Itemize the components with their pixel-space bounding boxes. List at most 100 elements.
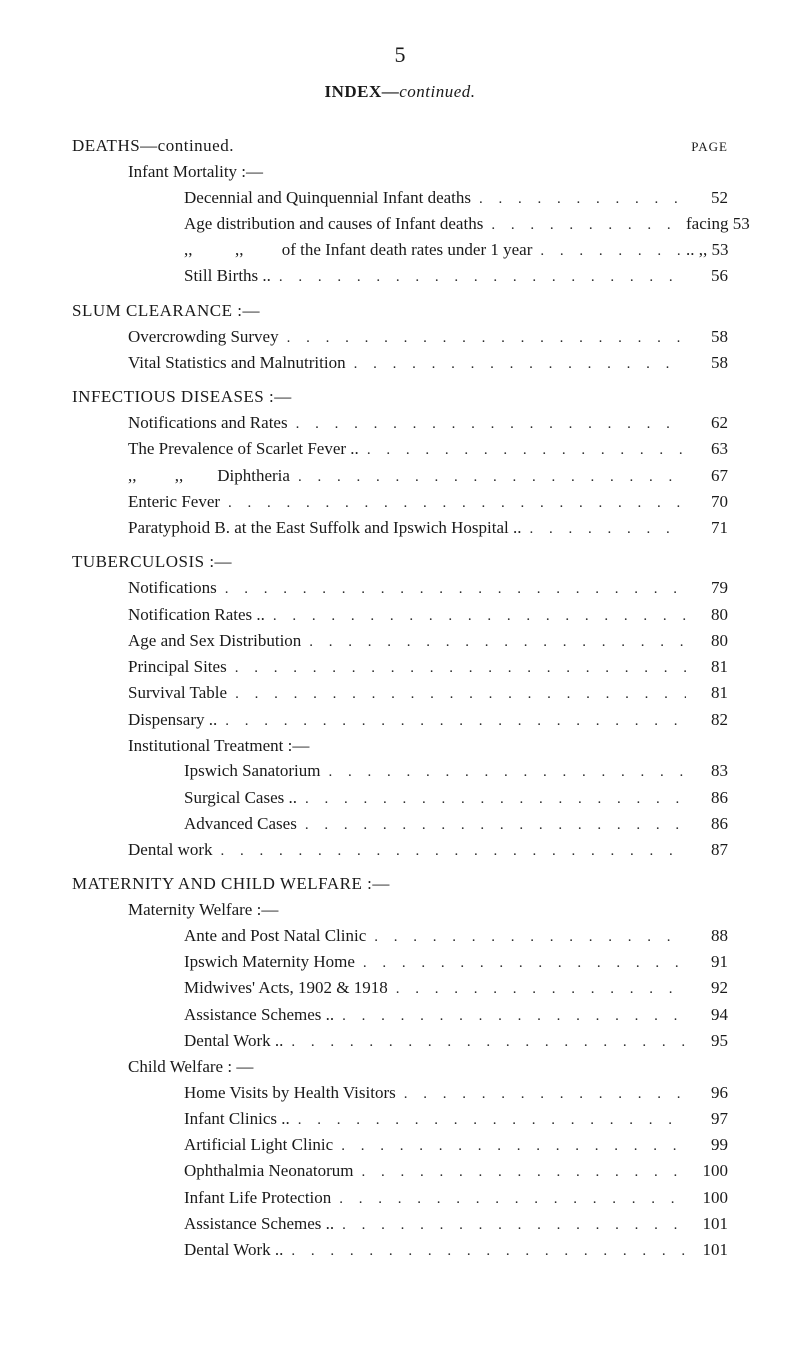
index-entry: Notifications and Rates. . . . . . . . .… <box>72 413 728 433</box>
leader-dots: . . . . . . . . . . . . . . . . . . . . … <box>283 1243 686 1260</box>
entry-page: 101 <box>686 1240 728 1260</box>
entry-label: The Prevalence of Scarlet Fever .. <box>128 439 359 459</box>
entry-page: 95 <box>686 1031 728 1051</box>
entry-label: Infant Life Protection <box>184 1188 331 1208</box>
entry-page: 63 <box>686 439 728 459</box>
index-entry: Age distribution and causes of Infant de… <box>72 214 728 234</box>
leader-dots: . . . . . . . . . . . . . . . . . . . . … <box>301 634 686 651</box>
entry-label: Still Births .. <box>184 266 271 286</box>
entry-label: Artificial Light Clinic <box>184 1135 333 1155</box>
entry-label: Decennial and Quinquennial Infant deaths <box>184 188 471 208</box>
entry-page: 86 <box>686 814 728 834</box>
entry-label: Ophthalmia Neonatorum <box>184 1161 354 1181</box>
index-entry: Assistance Schemes ... . . . . . . . . .… <box>72 1005 728 1025</box>
index-title-cont: continued. <box>399 82 475 101</box>
leader-dots: . . . . . . . . . . . . . . . . . . . . … <box>521 521 686 538</box>
list-slum: Overcrowding Survey. . . . . . . . . . .… <box>72 327 728 374</box>
leader-dots: . . . . . . . . . . . . . . . . . . . . … <box>331 1191 686 1208</box>
index-entry: Home Visits by Health Visitors. . . . . … <box>72 1083 728 1103</box>
leader-dots: . . . . . . . . . . . . . . . . . . . . … <box>279 330 686 347</box>
index-entry: Notification Rates ... . . . . . . . . .… <box>72 605 728 625</box>
entry-label: Age and Sex Distribution <box>128 631 301 651</box>
leader-dots: . . . . . . . . . . . . . . . . . . . . … <box>288 416 686 433</box>
entry-label: Dental work <box>128 840 213 860</box>
entry-label: Dispensary .. <box>128 710 217 730</box>
index-entry: Infant Life Protection. . . . . . . . . … <box>72 1188 728 1208</box>
entry-label: Vital Statistics and Malnutrition <box>128 353 346 373</box>
entry-label: ,, ,, Diphtheria <box>128 466 290 486</box>
entry-page: 91 <box>686 952 728 972</box>
entry-label: Dental Work .. <box>184 1031 283 1051</box>
index-entry: The Prevalence of Scarlet Fever ... . . … <box>72 439 728 459</box>
entry-label: Assistance Schemes .. <box>184 1214 334 1234</box>
leader-dots: . . . . . . . . . . . . . . . . . . . . … <box>334 1217 686 1234</box>
leader-dots: . . . . . . . . . . . . . . . . . . . . … <box>320 764 686 781</box>
leader-dots: . . . . . . . . . . . . . . . . . . . . … <box>359 442 686 459</box>
entry-label: Surgical Cases .. <box>184 788 297 808</box>
entry-label: Notifications <box>128 578 217 598</box>
entry-page: 80 <box>686 605 728 625</box>
index-entry: Ipswich Maternity Home. . . . . . . . . … <box>72 952 728 972</box>
leader-dots: . . . . . . . . . . . . . . . . . . . . … <box>265 608 686 625</box>
leader-dots: . . . . . . . . . . . . . . . . . . . . … <box>366 929 686 946</box>
leader-dots: . . . . . . . . . . . . . . . . . . . . … <box>227 660 686 677</box>
leader-dots: . . . . . . . . . . . . . . . . . . . . … <box>346 356 686 373</box>
leader-dots: . . . . . . . . . . . . . . . . . . . . … <box>271 269 686 286</box>
index-entry: Vital Statistics and Malnutrition. . . .… <box>72 353 728 373</box>
section-tb: TUBERCULOSIS :— <box>72 552 728 572</box>
list-child-welfare: Home Visits by Health Visitors. . . . . … <box>72 1083 728 1261</box>
section-deaths: DEATHS—continued. <box>72 136 234 156</box>
entry-page: 56 <box>686 266 728 286</box>
index-entry: Surgical Cases ... . . . . . . . . . . .… <box>72 788 728 808</box>
entry-label: Advanced Cases <box>184 814 297 834</box>
entry-page: 81 <box>686 657 728 677</box>
index-entry: Dental Work ... . . . . . . . . . . . . … <box>72 1240 728 1260</box>
entry-page: 100 <box>686 1161 728 1181</box>
entry-page: 52 <box>686 188 728 208</box>
entry-page: 101 <box>686 1214 728 1234</box>
entry-label: Enteric Fever <box>128 492 220 512</box>
entry-page: 88 <box>686 926 728 946</box>
entry-label: Principal Sites <box>128 657 227 677</box>
index-entry: Infant Clinics ... . . . . . . . . . . .… <box>72 1109 728 1129</box>
index-entry: Enteric Fever. . . . . . . . . . . . . .… <box>72 492 728 512</box>
entry-page: 96 <box>686 1083 728 1103</box>
entry-page: 58 <box>686 327 728 347</box>
leader-dots: . . . . . . . . . . . . . . . . . . . . … <box>217 581 686 598</box>
entry-label: Ipswich Maternity Home <box>184 952 355 972</box>
index-entry: Dental work. . . . . . . . . . . . . . .… <box>72 840 728 860</box>
entry-page: 80 <box>686 631 728 651</box>
index-title-main: INDEX— <box>324 82 399 101</box>
entry-label: Infant Clinics .. <box>184 1109 290 1129</box>
leader-dots: . . . . . . . . . . . . . . . . . . . . … <box>227 686 686 703</box>
entry-page: 99 <box>686 1135 728 1155</box>
leader-dots: . . . . . . . . . . . . . . . . . . . . … <box>471 191 686 208</box>
list-infectious: Notifications and Rates. . . . . . . . .… <box>72 413 728 538</box>
leader-dots: . . . . . . . . . . . . . . . . . . . . … <box>396 1086 686 1103</box>
entry-label: Notification Rates .. <box>128 605 265 625</box>
entry-label: Age distribution and causes of Infant de… <box>184 214 483 234</box>
index-entry: ,, ,, Diphtheria. . . . . . . . . . . . … <box>72 466 728 486</box>
entry-label: ,, ,, of the Infant death rates under 1 … <box>184 240 532 260</box>
index-entry: ,, ,, of the Infant death rates under 1 … <box>72 240 728 260</box>
entry-page: 62 <box>686 413 728 433</box>
list-tb: Notifications. . . . . . . . . . . . . .… <box>72 578 728 860</box>
leader-dots: . . . . . . . . . . . . . . . . . . . . … <box>354 1164 687 1181</box>
entry-label: Overcrowding Survey <box>128 327 279 347</box>
index-entry: Decennial and Quinquennial Infant deaths… <box>72 188 728 208</box>
list-deaths: Decennial and Quinquennial Infant deaths… <box>72 188 728 287</box>
leader-dots: . . . . . . . . . . . . . . . . . . . . … <box>220 495 686 512</box>
leader-dots: . . . . . . . . . . . . . . . . . . . . … <box>388 981 686 998</box>
entry-label: Ipswich Sanatorium <box>184 761 320 781</box>
entry-page: 92 <box>686 978 728 998</box>
index-entry: Midwives' Acts, 1902 & 1918. . . . . . .… <box>72 978 728 998</box>
index-entry: Assistance Schemes ... . . . . . . . . .… <box>72 1214 728 1234</box>
section-maternity: MATERNITY AND CHILD WELFARE :— <box>72 874 728 894</box>
leader-dots: . . . . . . . . . . . . . . . . . . . . … <box>290 469 686 486</box>
index-entry: Survival Table. . . . . . . . . . . . . … <box>72 683 728 703</box>
leader-dots: . . . . . . . . . . . . . . . . . . . . … <box>532 243 686 260</box>
entry-page: 94 <box>686 1005 728 1025</box>
leader-dots: . . . . . . . . . . . . . . . . . . . . … <box>290 1112 686 1129</box>
index-entry: Principal Sites. . . . . . . . . . . . .… <box>72 657 728 677</box>
entry-page: 97 <box>686 1109 728 1129</box>
